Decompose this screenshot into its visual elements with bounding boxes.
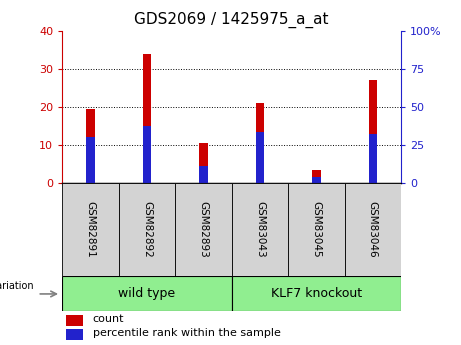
Text: wild type: wild type (118, 287, 176, 300)
Text: GSM82891: GSM82891 (85, 201, 95, 258)
Bar (312, 177, 320, 183)
Bar (86, 137, 95, 183)
Bar (199, 166, 207, 183)
Bar (62, 276, 231, 310)
Bar (231, 276, 401, 310)
Bar (143, 126, 151, 183)
Text: KLF7 knockout: KLF7 knockout (271, 287, 362, 300)
Bar (175, 183, 231, 276)
Bar (256, 132, 264, 183)
Bar (118, 183, 175, 276)
Bar (62, 183, 118, 276)
Bar (231, 183, 288, 276)
Bar (288, 183, 344, 276)
Bar (312, 170, 320, 183)
Text: GSM82892: GSM82892 (142, 201, 152, 258)
Bar (65, 329, 83, 340)
Text: genotype/variation: genotype/variation (0, 281, 34, 290)
Bar (344, 183, 401, 276)
Text: GSM83045: GSM83045 (311, 201, 321, 258)
Bar (65, 315, 83, 326)
Bar (199, 143, 207, 183)
Text: GSM83043: GSM83043 (255, 201, 265, 258)
Bar (369, 80, 377, 183)
Title: GDS2069 / 1425975_a_at: GDS2069 / 1425975_a_at (135, 12, 329, 28)
Text: GSM83046: GSM83046 (368, 201, 378, 258)
Text: count: count (93, 314, 124, 324)
Text: percentile rank within the sample: percentile rank within the sample (93, 328, 281, 338)
Bar (143, 54, 151, 183)
Bar (369, 134, 377, 183)
Bar (86, 109, 95, 183)
Bar (256, 103, 264, 183)
Text: GSM82893: GSM82893 (198, 201, 208, 258)
